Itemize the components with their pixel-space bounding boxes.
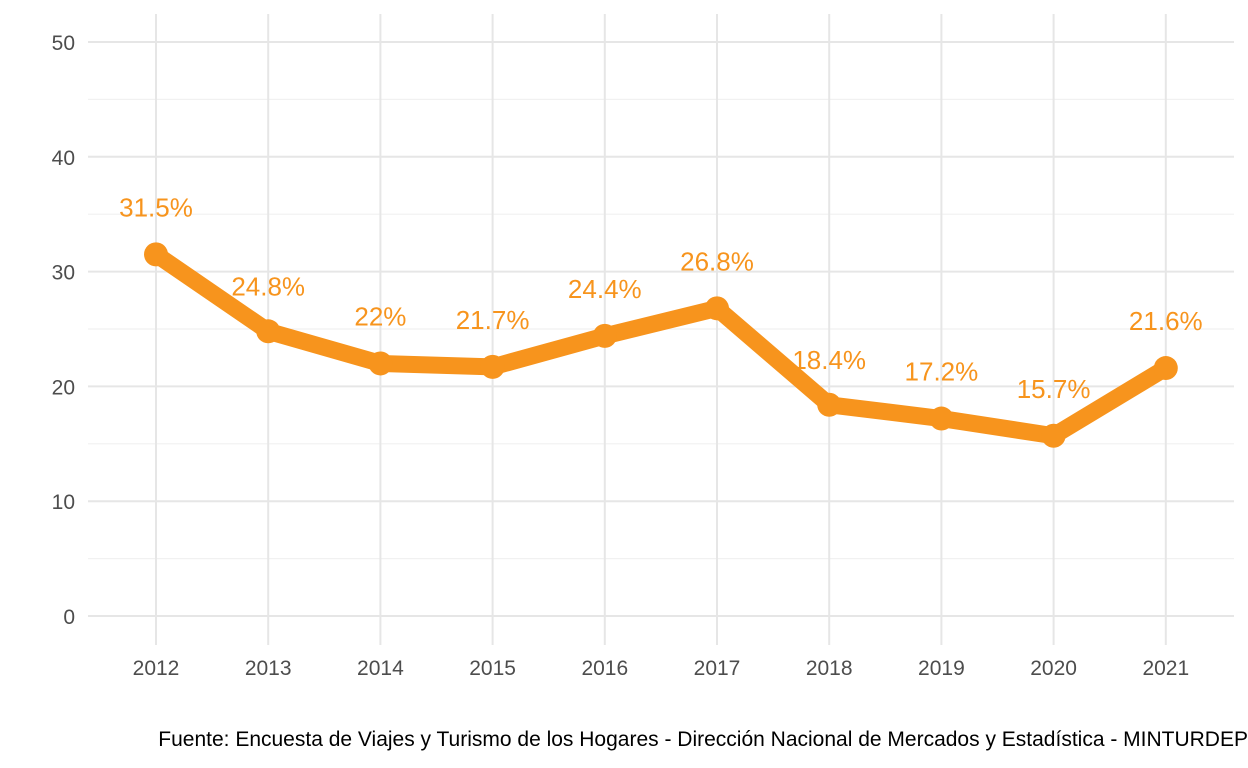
data-point [368, 351, 393, 376]
x-tick-label: 2014 [357, 657, 404, 680]
source-caption: Fuente: Encuesta de Viajes y Turismo de … [158, 728, 1248, 751]
y-tick-label: 50 [52, 32, 75, 55]
data-label: 21.7% [456, 305, 530, 335]
data-point [592, 323, 617, 348]
data-point [929, 406, 954, 431]
data-label: 22% [354, 301, 406, 331]
data-label: 24.4% [568, 274, 642, 304]
data-point [480, 354, 505, 379]
x-tick-label: 2017 [694, 657, 741, 680]
data-label: 31.5% [119, 192, 193, 222]
data-label: 15.7% [1017, 374, 1091, 404]
x-tick-label: 2015 [469, 657, 516, 680]
data-point [1041, 423, 1066, 448]
data-labels: 31.5% 24.8% 22% 21.7% 24.4% 26.8% 18.4% 17.2% 15… [119, 192, 1203, 403]
data-label: 26.8% [680, 246, 754, 276]
data-point [705, 296, 729, 321]
data-label: 18.4% [792, 345, 866, 375]
data-point [1153, 356, 1178, 381]
x-tick-label: 2018 [806, 657, 853, 680]
data-label: 21.6% [1129, 306, 1203, 336]
data-label: 24.8% [231, 271, 305, 301]
x-tick-label: 2012 [133, 657, 180, 680]
y-tick-label: 40 [52, 147, 75, 170]
data-point [144, 242, 168, 267]
x-tick-label: 2016 [581, 657, 628, 680]
y-tick-label: 10 [52, 491, 75, 514]
y-axis-tick-labels: 0 10 20 30 40 50 [52, 32, 75, 629]
x-axis-tick-labels: 2012 2013 2014 2015 2016 2017 2018 2019 2020 2021 [133, 657, 1190, 680]
data-label: 17.2% [905, 357, 979, 387]
x-tick-label: 2021 [1142, 657, 1189, 680]
data-point [256, 319, 281, 344]
series-line [144, 242, 1178, 448]
x-tick-label: 2013 [245, 657, 292, 680]
y-tick-label: 20 [52, 376, 75, 399]
y-tick-label: 30 [52, 262, 75, 285]
x-tick-label: 2019 [918, 657, 965, 680]
x-tick-label: 2020 [1030, 657, 1077, 680]
y-tick-label: 0 [63, 606, 75, 629]
series-line-path [147, 245, 1175, 445]
data-point [817, 392, 842, 417]
